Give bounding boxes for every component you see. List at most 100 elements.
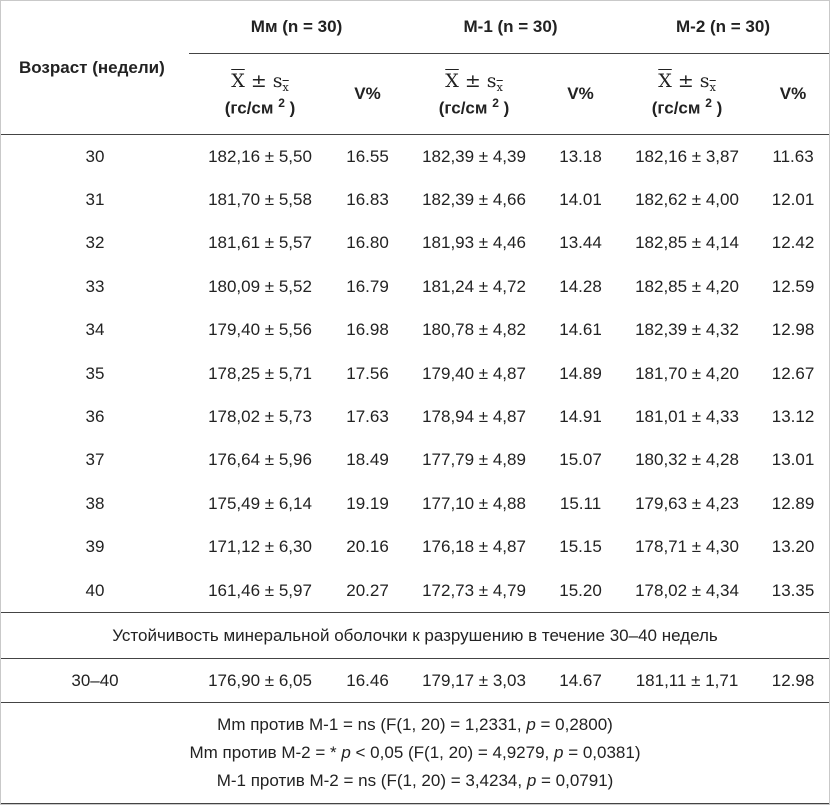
cell-m-cv: 16.98 — [346, 320, 389, 340]
cell-m1-mean: 181,93 ± 4,46 — [422, 233, 526, 253]
statistics-notes: Mm против M-1 = ns (F(1, 20) = 1,2331, p… — [1, 702, 830, 805]
cell-m2-mean: 180,32 ± 4,28 — [635, 450, 739, 470]
table-body: 30 182,16 ± 5,50 16.55 182,39 ± 4,39 13.18 18… — [1, 135, 829, 613]
cell-m1-mean: 177,79 ± 4,89 — [422, 450, 526, 470]
cell-m1-cv: 14.91 — [559, 407, 602, 427]
cell-m1-cv: 15.15 — [559, 537, 602, 557]
cell-m1-mean: 182,39 ± 4,66 — [422, 190, 526, 210]
age-column-header: Возраст (недели) — [1, 1, 189, 135]
cell-m-cv: 20.16 — [346, 537, 389, 557]
table-row: 38 175,49 ± 6,14 19.19 177,10 ± 4,88 15.11 17… — [1, 482, 829, 525]
cell-m-cv: 17.56 — [346, 363, 389, 383]
cell-m2-cv: 12.98 — [771, 320, 815, 340]
cell-m2-cv: 12.42 — [771, 233, 815, 253]
cell-m2-mean: 182,85 ± 4,20 — [635, 276, 739, 296]
cell-m-mean: 181,61 ± 5,57 — [208, 233, 312, 253]
cell-m-mean: 181,70 ± 5,58 — [208, 190, 312, 210]
mean-sd-header: X ± sx (гс/см 2 ) — [189, 53, 331, 135]
note-line: Mm против M-2 = * p < 0,05 (F(1, 20) = 4… — [189, 743, 641, 763]
cell-m1-cv: 14.01 — [559, 190, 602, 210]
cell-m1-mean: 178,94 ± 4,87 — [422, 407, 526, 427]
cell-m1-cv: 14.89 — [559, 363, 602, 383]
cell-m-mean: 176,64 ± 5,96 — [208, 450, 312, 470]
cv-header: V% — [757, 53, 830, 135]
cell-m1-cv: 13.44 — [559, 233, 602, 253]
cell-m2-mean: 181,70 ± 4,20 — [635, 363, 739, 383]
table-header: Возраст (недели) Мм (n = 30) М-1 (n = 30… — [1, 1, 830, 135]
cell-age: 35 — [85, 363, 105, 383]
cell-age: 39 — [85, 537, 105, 557]
cell-m2-cv: 13.20 — [771, 537, 815, 557]
cell-m2-cv: 12.89 — [771, 493, 815, 513]
group-header-m2: М-2 (n = 30) — [617, 1, 830, 54]
summary-age: 30–40 — [71, 670, 119, 690]
cell-m1-mean: 180,78 ± 4,82 — [422, 320, 526, 340]
summary-m-mean: 176,90 ± 6,05 — [208, 670, 312, 690]
group-header-m1: М-1 (n = 30) — [404, 1, 618, 54]
note-line: M-1 против M-2 = ns (F(1, 20) = 3,4234, … — [216, 771, 614, 791]
table-row: 31 181,70 ± 5,58 16.83 182,39 ± 4,66 14.01 18… — [1, 178, 829, 221]
cell-m2-mean: 182,62 ± 4,00 — [635, 190, 739, 210]
cell-m-mean: 171,12 ± 6,30 — [208, 537, 312, 557]
cv-header: V% — [544, 53, 618, 135]
cell-m-cv: 16.79 — [346, 276, 389, 296]
table-row: 39 171,12 ± 6,30 20.16 176,18 ± 4,87 15.15 17… — [1, 526, 829, 569]
table-row: 30 182,16 ± 5,50 16.55 182,39 ± 4,39 13.18 18… — [1, 135, 829, 179]
cell-m-cv: 18.49 — [346, 450, 389, 470]
cell-m2-cv: 12.67 — [771, 363, 815, 383]
cell-age: 36 — [85, 407, 105, 427]
cell-m1-cv: 14.61 — [559, 320, 602, 340]
cell-m-mean: 178,25 ± 5,71 — [208, 363, 312, 383]
cell-m2-cv: 13.35 — [771, 580, 815, 600]
mean-sd-header: X ± sx (гс/см 2 ) — [617, 53, 758, 135]
cell-age: 30 — [85, 146, 105, 166]
cell-m-mean: 161,46 ± 5,97 — [208, 580, 312, 600]
table-row: 37 176,64 ± 5,96 18.49 177,79 ± 4,89 15.07 18… — [1, 439, 829, 482]
cell-m-mean: 182,16 ± 5,50 — [208, 146, 312, 166]
table-row: 36 178,02 ± 5,73 17.63 178,94 ± 4,87 14.91 18… — [1, 395, 829, 438]
cell-m2-cv: 12.59 — [771, 276, 815, 296]
table-footer: Устойчивость минеральной оболочки к разр… — [1, 612, 830, 805]
cell-m1-cv: 15.20 — [559, 580, 602, 600]
cell-m1-cv: 14.28 — [559, 276, 602, 296]
summary-m-cv: 16.46 — [346, 670, 389, 690]
cell-m1-mean: 172,73 ± 4,79 — [422, 580, 526, 600]
cv-header: V% — [331, 53, 405, 135]
cell-m-cv: 19.19 — [346, 493, 389, 513]
cell-m1-cv: 15.07 — [559, 450, 602, 470]
cell-m2-mean: 178,02 ± 4,34 — [635, 580, 739, 600]
cell-m1-mean: 181,24 ± 4,72 — [422, 276, 526, 296]
cell-m-cv: 16.83 — [346, 190, 389, 210]
cell-m2-mean: 178,71 ± 4,30 — [635, 537, 739, 557]
cell-m-cv: 16.55 — [346, 146, 389, 166]
table-row: 33 180,09 ± 5,52 16.79 181,24 ± 4,72 14.28 18… — [1, 265, 829, 308]
cell-m1-mean: 182,39 ± 4,39 — [422, 146, 526, 166]
cell-m2-mean: 179,63 ± 4,23 — [635, 493, 739, 513]
cell-age: 37 — [85, 450, 105, 470]
cell-m2-cv: 13.12 — [771, 407, 815, 427]
cell-m2-cv: 11.63 — [772, 146, 814, 166]
cell-age: 31 — [85, 190, 105, 210]
cell-m1-cv: 13.18 — [559, 146, 602, 166]
cell-m2-mean: 182,85 ± 4,14 — [635, 233, 739, 253]
cell-age: 40 — [85, 580, 105, 600]
table-row: 32 181,61 ± 5,57 16.80 181,93 ± 4,46 13.44 18… — [1, 222, 829, 265]
cell-age: 38 — [85, 493, 105, 513]
group-header-mm: Мм (n = 30) — [189, 1, 405, 54]
mean-sd-header: X ± sx (гс/см 2 ) — [404, 53, 545, 135]
cell-m-cv: 16.80 — [346, 233, 389, 253]
cell-m-mean: 178,02 ± 5,73 — [208, 407, 312, 427]
cell-m1-mean: 179,40 ± 4,87 — [422, 363, 526, 383]
cell-m1-cv: 15.11 — [559, 493, 602, 513]
summary-m1-cv: 14.67 — [559, 670, 602, 690]
cell-m2-mean: 182,16 ± 3,87 — [635, 146, 739, 166]
cell-m2-mean: 181,01 ± 4,33 — [635, 407, 739, 427]
summary-row: 30–40 176,90 ± 6,05 16.46 179,17 ± 3,03 … — [1, 659, 829, 703]
cell-m1-mean: 176,18 ± 4,87 — [422, 537, 526, 557]
table-row: 34 179,40 ± 5,56 16.98 180,78 ± 4,82 14.61 18… — [1, 309, 829, 352]
note-line: Mm против M-1 = ns (F(1, 20) = 1,2331, p… — [217, 715, 613, 735]
cell-m2-mean: 182,39 ± 4,32 — [635, 320, 739, 340]
cell-age: 34 — [85, 320, 105, 340]
